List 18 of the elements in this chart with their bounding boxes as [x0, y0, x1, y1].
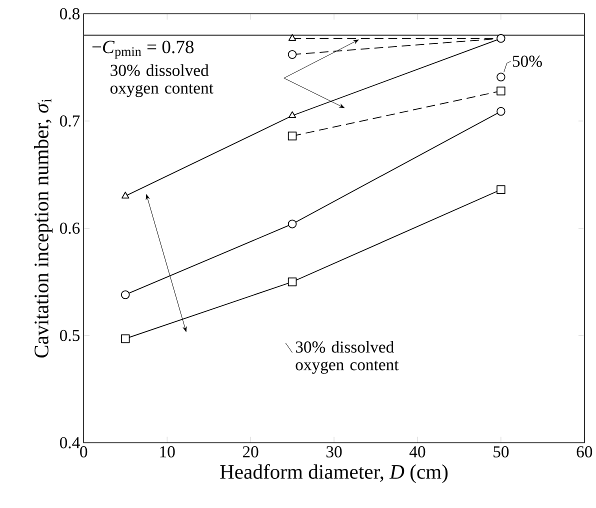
x-tick-label: 30: [326, 446, 342, 458]
y-tick-label: 0.5: [60, 330, 80, 342]
x-tick-label: 50: [494, 446, 509, 458]
x-tick-label: 10: [160, 446, 175, 458]
ref-line-label: −C$_{pmin}$ = 0.78: [92, 40, 194, 59]
annotation: 30% dissolved oxygen content: [110, 64, 214, 98]
y-tick-label: 0.6: [60, 222, 80, 234]
annotation: 30% dissolved oxygen content: [296, 341, 399, 374]
y-tick-label: 0.4: [60, 437, 80, 449]
y-axis-title: Cavitation inception number, σ$_{i}$: [34, 99, 53, 358]
annotation: 50%: [512, 56, 542, 68]
x-tick-label: 60: [576, 446, 592, 458]
x-tick-label: 20: [242, 446, 258, 458]
y-tick-label: 0.7: [60, 116, 80, 127]
y-tick-label: 0.8: [60, 8, 80, 20]
x-tick-label: 0: [80, 446, 88, 458]
x-axis-title: Headform diameter, D (cm): [220, 464, 448, 484]
x-tick-label: 40: [409, 446, 426, 458]
